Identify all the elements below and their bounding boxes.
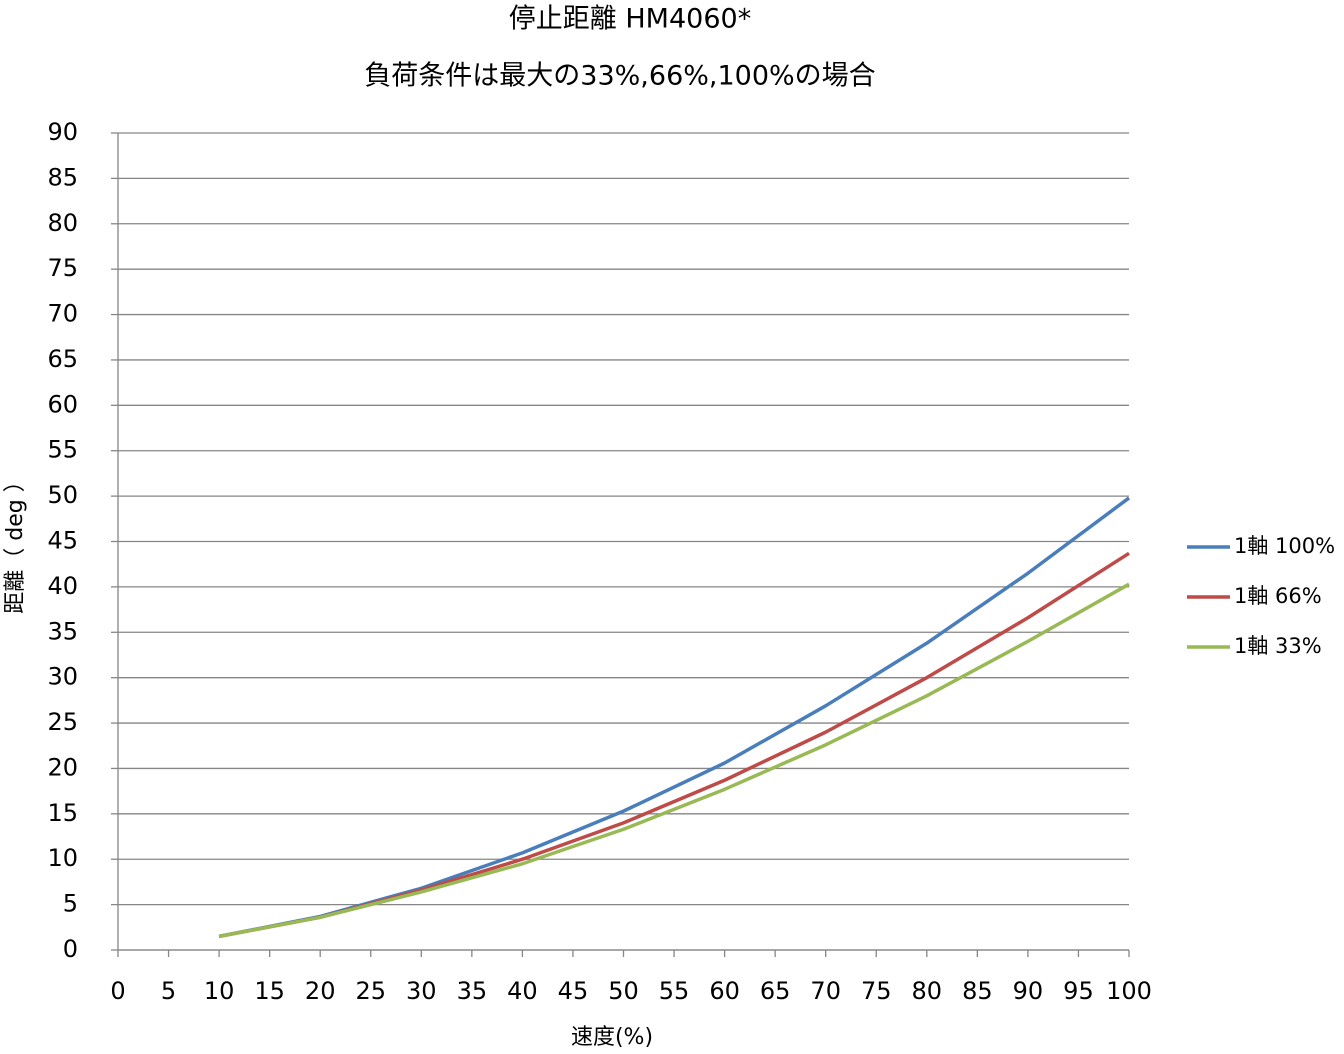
x-tick-label: 60: [709, 977, 740, 1005]
y-tick-label: 60: [47, 390, 78, 418]
x-tick-label: 75: [861, 977, 892, 1005]
y-tick-label: 75: [47, 254, 78, 282]
x-tick-label: 15: [254, 977, 285, 1005]
x-tick-label: 85: [962, 977, 993, 1005]
y-tick-label: 90: [47, 118, 78, 146]
y-tick-label: 5: [63, 890, 78, 918]
y-tick-label: 85: [47, 163, 78, 191]
x-tick-label: 25: [355, 977, 386, 1005]
x-tick-label: 50: [608, 977, 639, 1005]
x-tick-label: 100: [1106, 977, 1152, 1005]
legend-label: 1軸 66%: [1234, 584, 1322, 608]
x-tick-label: 30: [406, 977, 437, 1005]
y-tick-label: 10: [47, 844, 78, 872]
y-tick-label: 25: [47, 708, 78, 736]
y-tick-label: 30: [47, 663, 78, 691]
y-tick-label: 35: [47, 617, 78, 645]
y-tick-label: 55: [47, 436, 78, 464]
x-tick-label: 90: [1013, 977, 1044, 1005]
series-line: [218, 496, 1131, 939]
y-tick-label: 80: [47, 209, 78, 237]
legend-label: 1軸 33%: [1234, 634, 1322, 658]
x-tick-label: 95: [1063, 977, 1094, 1005]
series-line: [218, 582, 1130, 939]
x-tick-label: 55: [659, 977, 690, 1005]
y-tick-label: 65: [47, 345, 78, 373]
x-tick-label: 20: [305, 977, 336, 1005]
x-tick-label: 70: [810, 977, 841, 1005]
y-tick-label: 15: [47, 799, 78, 827]
chart-title: 停止距離 HM4060*: [509, 4, 751, 35]
x-tick-label: 45: [558, 977, 589, 1005]
y-tick-label: 45: [47, 527, 78, 555]
y-axis-title: 距離（ deg ）: [3, 470, 28, 613]
series-line: [218, 551, 1130, 939]
x-tick-label: 40: [507, 977, 538, 1005]
x-tick-label: 10: [204, 977, 235, 1005]
y-tick-label: 40: [47, 572, 78, 600]
x-axis-title: 速度(%): [571, 1025, 653, 1050]
y-tick-label: 20: [47, 753, 78, 781]
y-tick-label: 0: [63, 935, 78, 963]
x-tick-label: 65: [760, 977, 791, 1005]
x-tick-label: 5: [161, 977, 176, 1005]
chart-subtitle: 負荷条件は最大の33%,66%,100%の場合: [364, 61, 875, 92]
y-tick-label: 70: [47, 300, 78, 328]
x-tick-label: 80: [912, 977, 943, 1005]
x-tick-label: 0: [110, 977, 125, 1005]
x-tick-label: 35: [457, 977, 488, 1005]
y-tick-label: 50: [47, 481, 78, 509]
legend-label: 1軸 100%: [1234, 534, 1335, 558]
